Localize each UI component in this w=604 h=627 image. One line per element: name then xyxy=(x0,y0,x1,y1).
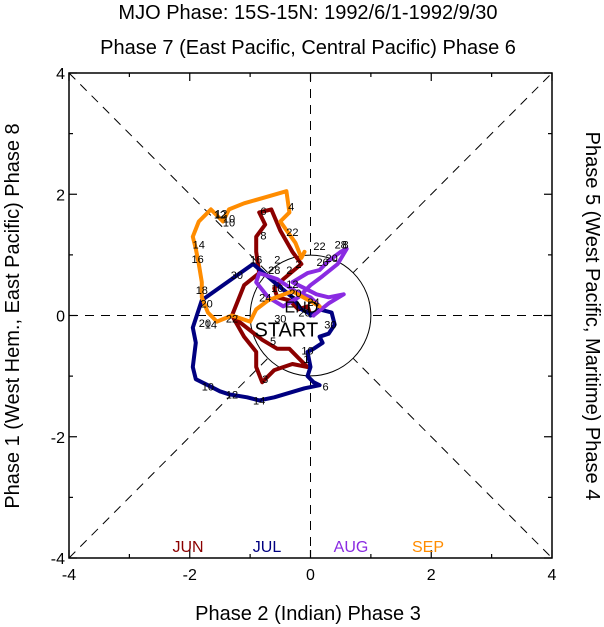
day-label: 10 xyxy=(271,283,283,295)
legend-entry-jul: JUL xyxy=(253,539,282,556)
day-label: 30 xyxy=(324,320,336,332)
day-label: 30 xyxy=(231,270,243,282)
day-label: 20 xyxy=(326,253,338,265)
day-label: 2 xyxy=(274,255,280,267)
day-label: 12 xyxy=(286,279,298,291)
series-line-sep xyxy=(190,189,322,324)
day-label: 2 xyxy=(295,259,301,271)
day-label: 5 xyxy=(270,336,276,348)
day-label: 28 xyxy=(335,240,347,252)
day-label: 28 xyxy=(268,265,280,277)
day-label: 4 xyxy=(288,201,294,213)
day-label: 6 xyxy=(260,206,266,218)
day-label: 22 xyxy=(226,314,238,326)
day-label: 20 xyxy=(201,298,213,310)
end-label: END xyxy=(285,299,319,316)
x-tick-label: -4 xyxy=(62,567,76,584)
day-label: 20 xyxy=(289,288,301,300)
phase-label-top: Phase 7 (East Pacific, Central Pacific) … xyxy=(100,37,516,59)
day-label: 10 xyxy=(223,218,235,230)
phase-label-left: Phase 1 (West Hem., East Pacific) Phase … xyxy=(2,123,24,508)
day-label: 18 xyxy=(196,285,208,297)
y-tick-label: -4 xyxy=(51,551,65,568)
day-label: 12 xyxy=(214,209,226,221)
legend-entry-jun: JUN xyxy=(172,539,203,556)
day-label: 10 xyxy=(202,381,214,393)
chart-title: MJO Phase: 15S-15N: 1992/6/1-1992/9/30 xyxy=(118,2,497,24)
day-label: 12 xyxy=(226,389,238,401)
day-label: 14 xyxy=(253,395,265,407)
day-label: 16 xyxy=(191,254,203,266)
day-label: 1 xyxy=(303,354,309,366)
day-label: 3 xyxy=(262,374,268,386)
x-tick-label: -2 xyxy=(183,567,197,584)
day-label: 2 xyxy=(286,265,292,277)
day-label: 12 xyxy=(215,209,227,221)
phase-label-right: Phase 5 (West Pacific, Maritime) Phase 4 xyxy=(581,132,603,501)
start-label: START xyxy=(254,320,318,342)
phase-label-bottom: Phase 2 (Indian) Phase 3 xyxy=(195,603,421,625)
y-tick-label: 2 xyxy=(56,187,65,204)
day-label: 8 xyxy=(342,240,348,252)
y-tick-label: 4 xyxy=(56,66,65,83)
day-label: 10 xyxy=(301,346,313,358)
legend-entry-sep: SEP xyxy=(412,539,444,556)
y-tick-label: 0 xyxy=(56,309,65,326)
day-label: 10 xyxy=(223,214,235,226)
day-label: 8 xyxy=(260,230,266,242)
series-line-aug xyxy=(254,246,349,318)
x-tick-label: 2 xyxy=(427,567,436,584)
day-label: 24 xyxy=(307,297,319,309)
day-label: 22 xyxy=(286,227,298,239)
day-label: 14 xyxy=(205,320,217,332)
series-line-jul xyxy=(190,262,337,403)
day-label: 26 xyxy=(316,257,328,269)
day-label: 20 xyxy=(199,318,211,330)
day-label: 26 xyxy=(298,307,310,319)
legend-entry-aug: AUG xyxy=(334,539,369,556)
y-tick-label: -2 xyxy=(51,430,65,447)
day-label: 24 xyxy=(259,292,271,304)
x-tick-label: 4 xyxy=(548,567,557,584)
day-label: 22 xyxy=(313,241,325,253)
day-label: 30 xyxy=(274,314,286,326)
series-line-jun xyxy=(230,207,313,385)
day-label: 14 xyxy=(193,240,205,252)
x-tick-label: 0 xyxy=(306,567,315,584)
day-label: 6 xyxy=(323,381,329,393)
day-label: 16 xyxy=(250,255,262,267)
